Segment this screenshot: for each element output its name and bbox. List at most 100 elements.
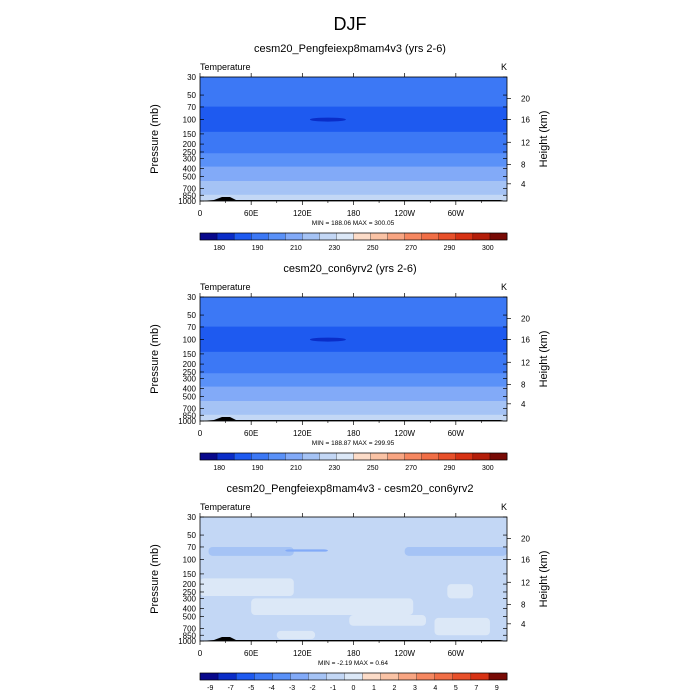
- colorbar-cell: [488, 672, 508, 681]
- y-axis-label: Pressure (mb): [149, 104, 161, 174]
- anomaly-region: [434, 617, 490, 636]
- y-tick-label: 50: [187, 531, 196, 540]
- colorbar-label: 230: [328, 245, 340, 252]
- contour-band: [200, 153, 507, 160]
- contour-band: [200, 123, 507, 133]
- colorbar-cell: [285, 232, 303, 241]
- colorbar-label: 180: [213, 465, 225, 472]
- colorbar-label: 1: [372, 685, 376, 692]
- contour-band: [200, 343, 507, 353]
- plot-area: [200, 297, 507, 422]
- stats-text: MIN = 188.06 MAX = 300.05: [312, 220, 395, 227]
- variable-label: Temperature: [200, 62, 251, 72]
- x-tick-label: 120W: [394, 209, 415, 218]
- x-tick-label: 120W: [394, 649, 415, 658]
- y-tick-label: 50: [187, 311, 196, 320]
- y-tick-label: 850: [183, 411, 197, 420]
- colorbar-label: 0: [352, 685, 356, 692]
- y-tick-label: 850: [183, 191, 197, 200]
- y2-tick-label: 8: [521, 380, 526, 389]
- y-tick-label: 30: [187, 73, 196, 82]
- contour-band: [200, 394, 507, 402]
- x-tick-label: 180: [347, 209, 361, 218]
- contour-band: [200, 316, 507, 328]
- x-tick-label: 60W: [448, 429, 465, 438]
- colorbar-cell: [285, 452, 303, 461]
- y-tick-label: 30: [187, 293, 196, 302]
- y-tick-label: 100: [183, 336, 197, 345]
- y2-tick-label: 8: [521, 160, 526, 169]
- colorbar-label: 9: [495, 685, 499, 692]
- y2-tick-label: 4: [521, 620, 526, 629]
- colorbar-cell: [470, 672, 490, 681]
- y-tick-label: 100: [183, 556, 197, 565]
- colorbar-cell: [344, 672, 363, 681]
- colorbar-label: 270: [405, 245, 417, 252]
- x-tick-label: 60E: [244, 209, 258, 218]
- colorbar-label: 290: [444, 465, 456, 472]
- contour-band: [200, 191, 507, 196]
- contour-band: [200, 417, 507, 421]
- contour-band: [200, 360, 507, 368]
- colorbar-label: 7: [474, 685, 478, 692]
- y-tick-label: 200: [183, 140, 197, 149]
- anomaly-region: [251, 598, 414, 616]
- colorbar-cell: [319, 232, 337, 241]
- colorbar-cell: [421, 232, 440, 241]
- x-tick-label: 120W: [394, 429, 415, 438]
- y2-tick-label: 20: [521, 534, 530, 543]
- panel-1: cesm20_Pengfeiexp8mam4v3 (yrs 2-6)Temper…: [149, 43, 550, 252]
- colorbar-label: 210: [290, 465, 302, 472]
- colorbar-cell: [235, 672, 255, 681]
- units-label: K: [501, 502, 507, 512]
- colorbar-label: 250: [367, 465, 379, 472]
- contour-band: [200, 386, 507, 395]
- colorbar-cell: [254, 672, 273, 681]
- y-tick-label: 400: [183, 385, 197, 394]
- colorbar-frame: [199, 452, 508, 461]
- colorbar-frame: [199, 672, 508, 681]
- x-tick-label: 0: [198, 649, 203, 658]
- contour-band: [200, 147, 507, 154]
- colorbar-cell: [416, 672, 436, 681]
- colorbar-cell: [438, 452, 457, 461]
- contour-band: [200, 166, 507, 175]
- contour-band: [200, 373, 507, 380]
- contour-band: [200, 106, 507, 117]
- colorbar-cell: [302, 232, 320, 241]
- y-tick-label: 500: [183, 612, 197, 621]
- colorbar-cell: [319, 452, 337, 461]
- contour-band: [200, 379, 507, 388]
- colorbar-label: -7: [228, 685, 234, 692]
- y-tick-label: 700: [183, 184, 197, 193]
- contour-band: [200, 131, 507, 141]
- colorbar-label: 270: [405, 465, 417, 472]
- x-tick-label: 60E: [244, 429, 258, 438]
- colorbar-label: 5: [454, 685, 458, 692]
- colorbar-label: -5: [248, 685, 254, 692]
- y-tick-label: 700: [183, 624, 197, 633]
- y-tick-label: 30: [187, 513, 196, 522]
- contour-band: [200, 351, 507, 361]
- x-tick-label: 120E: [293, 429, 312, 438]
- y-tick-label: 1000: [178, 197, 196, 206]
- stats-text: MIN = 188.87 MAX = 299.95: [312, 440, 395, 447]
- colorbar-cell: [216, 452, 235, 461]
- y-tick-label: 70: [187, 543, 196, 552]
- panel-title: cesm20_Pengfeiexp8mam4v3 (yrs 2-6): [254, 43, 446, 55]
- colorbar-cell: [404, 452, 423, 461]
- contour-band: [200, 180, 507, 188]
- contour-band: [200, 367, 507, 374]
- contour-band: [200, 197, 507, 201]
- colorbar-label: -1: [330, 685, 336, 692]
- colorbar-cell: [421, 452, 440, 461]
- anomaly-region: [285, 549, 328, 552]
- y-tick-label: 300: [183, 594, 197, 603]
- stats-text: MIN = -2.19 MAX = 0.64: [318, 660, 388, 667]
- colorbar-cell: [404, 232, 423, 241]
- contour-band: [200, 115, 507, 125]
- colorbar-label: -2: [309, 685, 315, 692]
- y2-tick-label: 16: [521, 336, 530, 345]
- x-tick-label: 60E: [244, 649, 258, 658]
- contour-band: [200, 96, 507, 108]
